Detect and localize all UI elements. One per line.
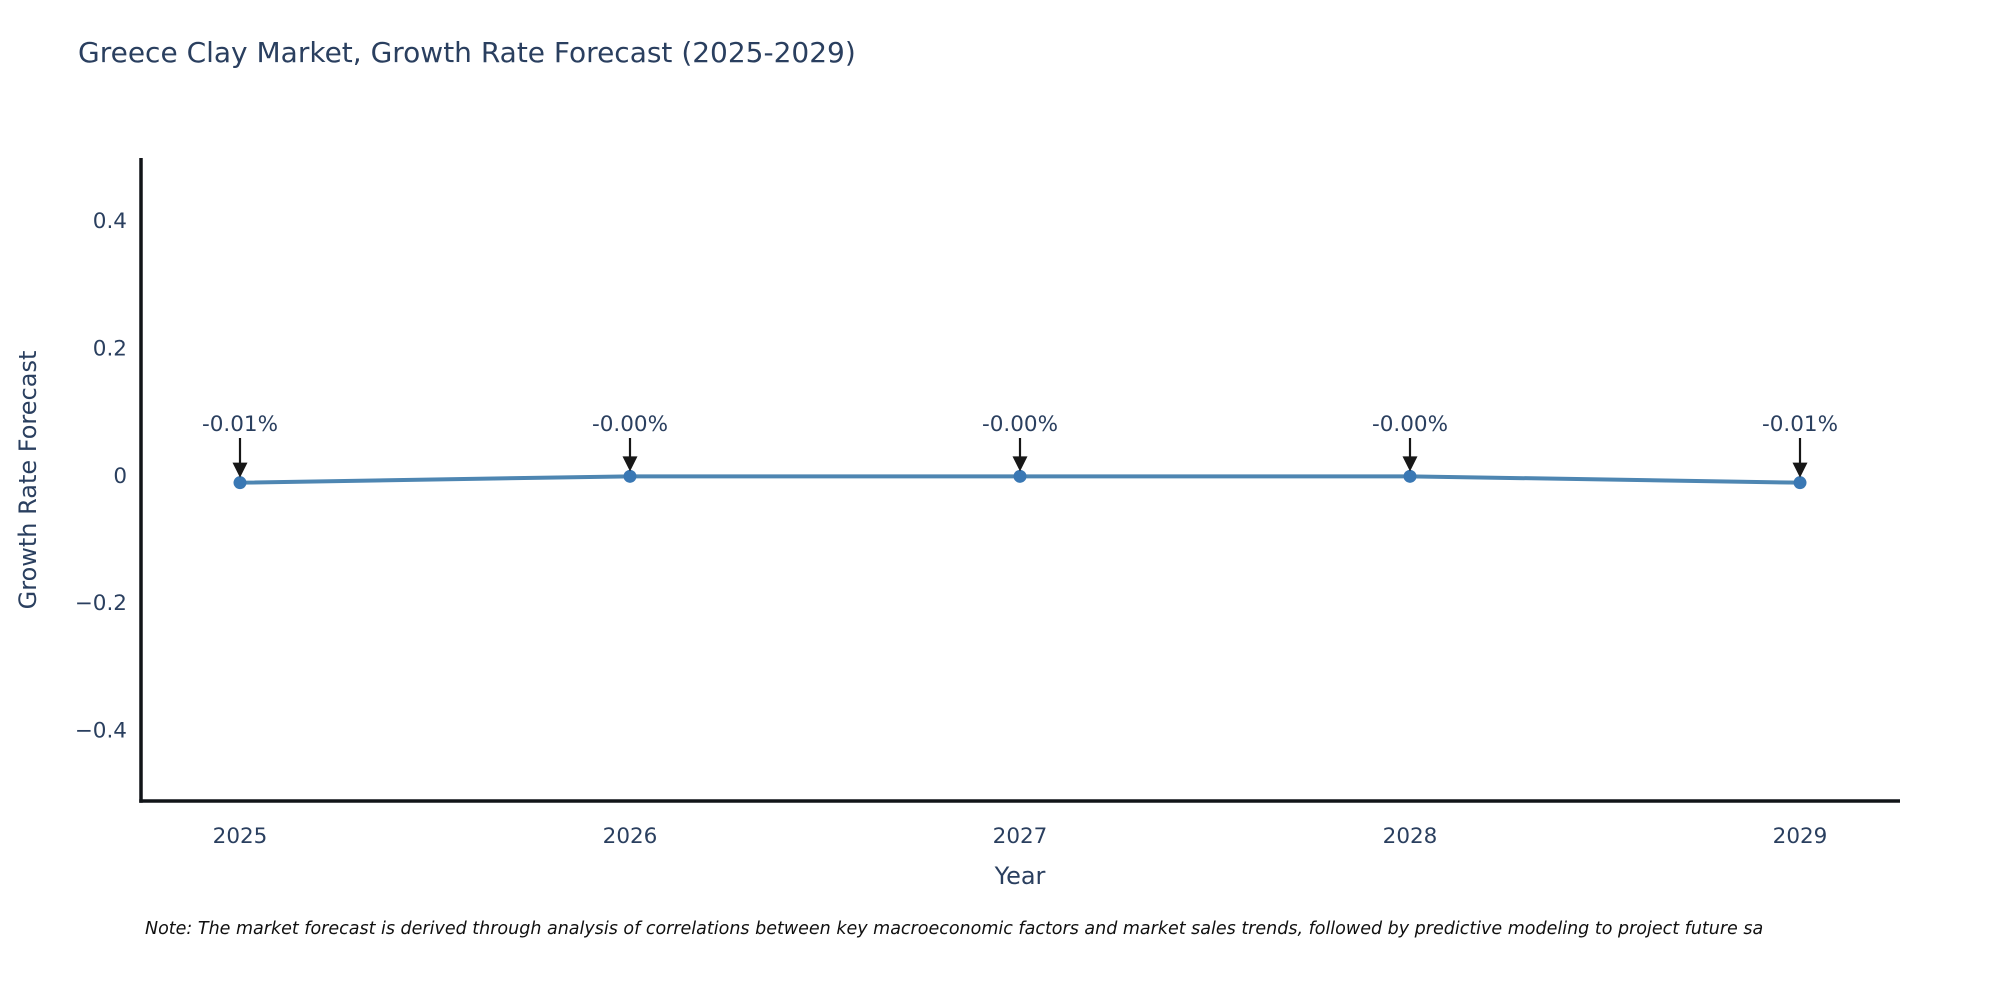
annotation-arrowhead xyxy=(622,456,638,472)
x-tick-label: 2029 xyxy=(1773,824,1828,849)
x-tick-label: 2026 xyxy=(603,824,658,849)
y-tick-label: 0.4 xyxy=(93,209,127,234)
annotation-arrowhead xyxy=(1792,462,1808,478)
annotation-arrowhead xyxy=(1012,456,1028,472)
annotation-label: -0.00% xyxy=(982,412,1058,437)
data-point-marker xyxy=(1793,476,1807,490)
y-tick-label: 0.2 xyxy=(93,336,127,361)
annotation-label: -0.00% xyxy=(592,412,668,437)
x-tick-label: 2028 xyxy=(1383,824,1438,849)
data-point-marker xyxy=(1403,469,1417,483)
x-tick-label: 2027 xyxy=(993,824,1048,849)
annotation-label: -0.01% xyxy=(202,412,278,437)
annotation-arrowhead xyxy=(232,462,248,478)
data-point-marker xyxy=(1013,469,1027,483)
footnote: Note: The market forecast is derived thr… xyxy=(145,919,1764,939)
chart-title: Greece Clay Market, Growth Rate Forecast… xyxy=(78,36,856,69)
y-tick-label: −0.4 xyxy=(75,718,127,743)
data-point-marker xyxy=(233,476,247,490)
y-tick-label: −0.2 xyxy=(75,591,127,616)
x-tick-label: 2025 xyxy=(213,824,268,849)
annotation-label: -0.00% xyxy=(1372,412,1448,437)
data-point-marker xyxy=(623,469,637,483)
annotation-label: -0.01% xyxy=(1762,412,1838,437)
annotation-arrowhead xyxy=(1402,456,1418,472)
y-tick-label: 0 xyxy=(113,464,127,489)
x-axis-title: Year xyxy=(994,862,1046,890)
y-axis-title: Growth Rate Forecast xyxy=(14,350,42,610)
